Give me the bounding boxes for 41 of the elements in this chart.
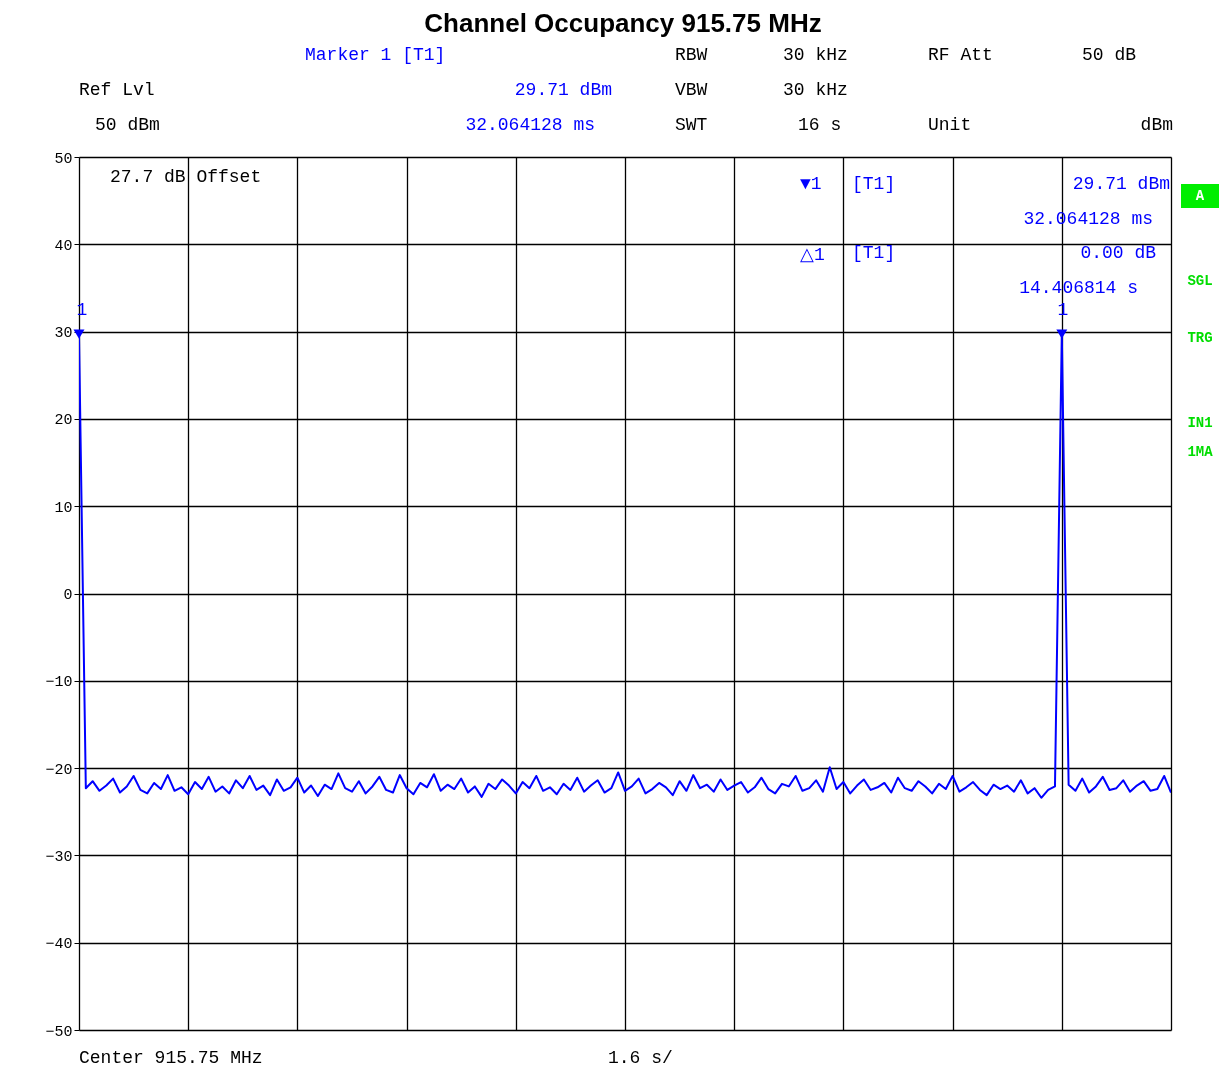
y-tick-label: 40 bbox=[54, 237, 73, 255]
text: SWT bbox=[675, 115, 708, 135]
annotation: [T1] bbox=[852, 174, 896, 194]
text: Unit bbox=[928, 115, 972, 135]
text: dBm bbox=[1140, 115, 1173, 135]
annotation: 29.71 dBm bbox=[1072, 174, 1170, 194]
text: Marker 1 [T1] bbox=[305, 45, 446, 65]
text: 30 kHz bbox=[783, 80, 848, 100]
y-tick-label: −50 bbox=[45, 1023, 73, 1041]
annotation: △1 bbox=[800, 245, 825, 265]
text: RF Att bbox=[928, 45, 993, 65]
y-tick-label: −30 bbox=[45, 848, 73, 866]
text: VBW bbox=[675, 80, 708, 100]
text: 16 s bbox=[798, 115, 842, 135]
text: A bbox=[1195, 188, 1205, 204]
text: 29.71 dBm bbox=[514, 80, 612, 100]
text: Center 915.75 MHz bbox=[79, 1048, 263, 1068]
y-tick-label: 20 bbox=[54, 412, 73, 430]
y-tick-label: −40 bbox=[45, 936, 73, 954]
text: TRG bbox=[1187, 330, 1213, 346]
y-tick-label: −10 bbox=[45, 674, 73, 692]
y-tick-label: 30 bbox=[54, 325, 73, 343]
text: Ref Lvl bbox=[79, 80, 155, 100]
y-tick-label: 50 bbox=[54, 150, 73, 168]
annotation: ▼1 bbox=[800, 174, 822, 194]
text: RBW bbox=[675, 45, 708, 65]
text: 1.6 s/ bbox=[608, 1048, 673, 1068]
y-tick-label: 0 bbox=[63, 587, 73, 604]
annotation: 27.7 dB Offset bbox=[110, 167, 262, 187]
text: 32.064128 ms bbox=[465, 115, 595, 135]
y-tick-label: −20 bbox=[45, 761, 73, 779]
annotation: [T1] bbox=[852, 243, 896, 263]
text: 50 dBm bbox=[95, 115, 160, 135]
text: IN1 bbox=[1187, 415, 1213, 431]
annotation: 0.00 dB bbox=[1080, 243, 1157, 263]
text: SGL bbox=[1187, 273, 1213, 289]
y-tick-label: 10 bbox=[54, 499, 73, 517]
chart-title: Channel Occupancy 915.75 MHz bbox=[424, 8, 822, 38]
text: 30 kHz bbox=[783, 45, 848, 65]
text: 50 dB bbox=[1082, 45, 1137, 65]
text: 1MA bbox=[1187, 444, 1214, 460]
